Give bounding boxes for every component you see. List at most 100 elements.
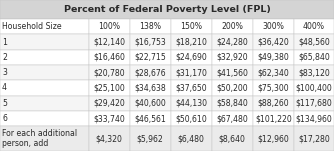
Text: $12,960: $12,960 [258, 134, 289, 143]
Text: $33,740: $33,740 [93, 114, 125, 123]
Text: 6: 6 [2, 114, 7, 123]
Text: $50,200: $50,200 [216, 84, 248, 92]
Bar [0, 96, 89, 111]
Bar [212, 126, 253, 151]
Text: $25,100: $25,100 [93, 84, 125, 92]
Bar [130, 96, 171, 111]
Text: $65,840: $65,840 [298, 53, 330, 62]
Text: $117,680: $117,680 [296, 99, 332, 108]
Text: $24,690: $24,690 [175, 53, 207, 62]
Text: $88,260: $88,260 [258, 99, 289, 108]
Bar [89, 19, 130, 34]
Text: 3: 3 [2, 68, 7, 77]
Text: $75,300: $75,300 [258, 84, 289, 92]
Text: $46,561: $46,561 [134, 114, 166, 123]
Text: $18,210: $18,210 [175, 38, 207, 47]
Text: $16,753: $16,753 [134, 38, 166, 47]
Text: $24,280: $24,280 [216, 38, 248, 47]
Text: $8,640: $8,640 [219, 134, 246, 143]
Bar [130, 19, 171, 34]
Text: 4: 4 [2, 84, 7, 92]
Bar [253, 80, 294, 96]
Bar [130, 80, 171, 96]
Text: $32,920: $32,920 [216, 53, 248, 62]
Bar [253, 19, 294, 34]
Bar [130, 34, 171, 50]
Bar [171, 34, 212, 50]
Text: $101,220: $101,220 [255, 114, 292, 123]
Bar [171, 96, 212, 111]
Text: $31,170: $31,170 [175, 68, 207, 77]
Text: $20,780: $20,780 [93, 68, 125, 77]
Text: $34,638: $34,638 [134, 84, 166, 92]
Bar [294, 50, 334, 65]
Bar [294, 126, 334, 151]
Bar [212, 65, 253, 80]
Text: $22,715: $22,715 [134, 53, 166, 62]
Bar [212, 96, 253, 111]
Bar [0, 65, 89, 80]
Bar [253, 96, 294, 111]
Text: $28,676: $28,676 [134, 68, 166, 77]
Bar [0, 126, 89, 151]
Text: 200%: 200% [221, 22, 243, 31]
Text: 2: 2 [2, 53, 7, 62]
Bar [212, 19, 253, 34]
Text: 100%: 100% [98, 22, 120, 31]
Text: 400%: 400% [303, 22, 325, 31]
Bar [171, 65, 212, 80]
Text: 1: 1 [2, 38, 7, 47]
Bar [294, 111, 334, 126]
Bar [294, 80, 334, 96]
Text: Household Size: Household Size [2, 22, 62, 31]
Bar [0, 34, 89, 50]
Text: $29,420: $29,420 [93, 99, 125, 108]
Bar [212, 34, 253, 50]
Bar [89, 96, 130, 111]
Text: For each additional
person, add: For each additional person, add [2, 129, 77, 148]
Bar [212, 111, 253, 126]
Bar [130, 111, 171, 126]
Text: $49,380: $49,380 [258, 53, 289, 62]
Bar [89, 111, 130, 126]
Bar [130, 126, 171, 151]
Bar [171, 126, 212, 151]
Bar [171, 19, 212, 34]
Text: $100,400: $100,400 [296, 84, 332, 92]
Text: $48,560: $48,560 [298, 38, 330, 47]
Text: $4,320: $4,320 [96, 134, 123, 143]
Bar [89, 34, 130, 50]
Text: $67,480: $67,480 [216, 114, 248, 123]
Text: $83,120: $83,120 [298, 68, 330, 77]
Bar [253, 50, 294, 65]
Text: 150%: 150% [180, 22, 202, 31]
Bar [171, 50, 212, 65]
Text: $17,280: $17,280 [298, 134, 330, 143]
Bar [294, 19, 334, 34]
Bar [171, 111, 212, 126]
Text: 138%: 138% [139, 22, 161, 31]
Bar [0, 80, 89, 96]
Bar [294, 96, 334, 111]
Bar [212, 50, 253, 65]
Text: $44,130: $44,130 [175, 99, 207, 108]
Bar [130, 65, 171, 80]
Bar [294, 34, 334, 50]
Bar [253, 65, 294, 80]
Text: $58,840: $58,840 [216, 99, 248, 108]
Bar [89, 80, 130, 96]
Text: Percent of Federal Poverty Level (FPL): Percent of Federal Poverty Level (FPL) [63, 5, 271, 14]
Bar [0, 50, 89, 65]
Text: 5: 5 [2, 99, 7, 108]
Bar [89, 65, 130, 80]
Bar [253, 126, 294, 151]
Bar [253, 34, 294, 50]
Text: $41,560: $41,560 [216, 68, 248, 77]
Text: $36,420: $36,420 [258, 38, 289, 47]
Bar [171, 80, 212, 96]
Text: $50,610: $50,610 [175, 114, 207, 123]
Text: $6,480: $6,480 [178, 134, 205, 143]
Bar [89, 50, 130, 65]
Bar [0, 0, 334, 19]
Bar [0, 19, 89, 34]
